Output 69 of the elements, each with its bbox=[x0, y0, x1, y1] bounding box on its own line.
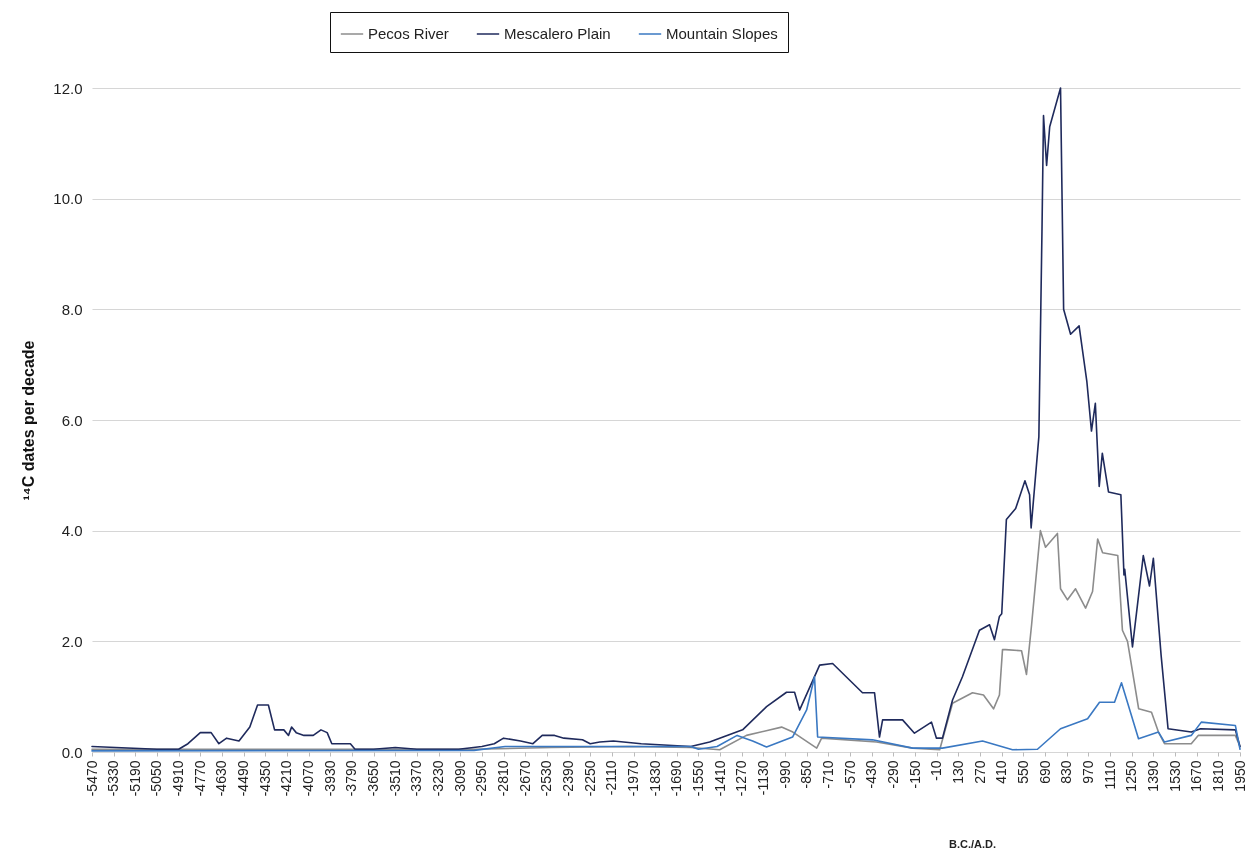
x-tick-label: -3230 bbox=[430, 760, 447, 797]
x-tick-label: -1690 bbox=[668, 760, 685, 797]
x-tick-label: -2390 bbox=[560, 760, 577, 797]
legend-label: Pecos River bbox=[368, 25, 449, 42]
legend-label: Mountain Slopes bbox=[666, 25, 778, 42]
x-tick-label: -4350 bbox=[256, 760, 273, 797]
x-tick-label: -3930 bbox=[321, 760, 338, 797]
legend-label: Mescalero Plain bbox=[504, 25, 611, 42]
x-tick-label: 1110 bbox=[1101, 760, 1118, 790]
x-tick-label: -150 bbox=[906, 760, 923, 789]
x-tick-label: -4210 bbox=[278, 760, 295, 797]
x-tick-label: -5470 bbox=[83, 760, 100, 797]
x-tick-label: -850 bbox=[798, 760, 815, 789]
x-tick-label: -5330 bbox=[105, 760, 122, 797]
x-tick-label: -1550 bbox=[689, 760, 706, 797]
x-tick-label: 1390 bbox=[1144, 760, 1161, 792]
x-tick-label: 1670 bbox=[1188, 760, 1205, 792]
x-tick-label: -3370 bbox=[408, 760, 425, 797]
x-axis-title: B.C./A.D. bbox=[948, 837, 997, 850]
x-tick-label: 410 bbox=[993, 760, 1010, 784]
line-series bbox=[91, 675, 1241, 752]
x-tick-label: -4770 bbox=[191, 760, 208, 797]
x-tick-label: -5050 bbox=[148, 760, 165, 797]
x-tick-label: -4070 bbox=[300, 760, 317, 797]
x-tick-label: -430 bbox=[863, 760, 880, 789]
x-tick-label: -290 bbox=[884, 760, 901, 789]
y-tick-label: 6.0 bbox=[61, 411, 83, 429]
x-tick-label: -1410 bbox=[711, 760, 728, 797]
x-tick-label: 270 bbox=[971, 760, 988, 784]
x-tick-label: -3090 bbox=[451, 760, 468, 797]
x-tick-label: -2950 bbox=[473, 760, 490, 797]
x-tick-label: -2530 bbox=[538, 760, 555, 797]
x-tick-label: 830 bbox=[1058, 760, 1075, 784]
x-tick-label: -570 bbox=[841, 760, 858, 789]
x-tick-label: -1830 bbox=[646, 760, 663, 797]
x-tick-label: -4490 bbox=[235, 760, 252, 797]
x-tick-label: 970 bbox=[1079, 760, 1096, 784]
x-tick-label: -4910 bbox=[170, 760, 187, 797]
y-tick-label: 8.0 bbox=[61, 300, 83, 318]
x-tick-label: 1950 bbox=[1231, 760, 1248, 792]
x-tick-label: -2250 bbox=[581, 760, 598, 797]
x-tick-label: 550 bbox=[1014, 760, 1031, 784]
y-tick-label: 2.0 bbox=[61, 632, 83, 650]
x-tick-label: -2670 bbox=[516, 760, 533, 797]
y-axis-title: ¹⁴C dates per decade bbox=[20, 340, 38, 501]
x-tick-label: 130 bbox=[949, 760, 966, 784]
x-tick-label: -3790 bbox=[343, 760, 360, 797]
x-tick-label: -5190 bbox=[126, 760, 143, 797]
x-tick-label: 1530 bbox=[1166, 760, 1183, 792]
x-tick-label: -1130 bbox=[754, 760, 771, 796]
y-tick-label: 12.0 bbox=[53, 79, 83, 97]
x-tick-label: -10 bbox=[928, 760, 945, 781]
x-tick-label: -1970 bbox=[625, 760, 642, 797]
x-tick-label: 1810 bbox=[1209, 760, 1226, 792]
line-series bbox=[91, 87, 1241, 751]
x-tick-label: -3650 bbox=[365, 760, 382, 797]
line-series bbox=[91, 529, 1241, 751]
x-tick-label: -2810 bbox=[495, 760, 512, 797]
x-tick-label: 1250 bbox=[1123, 760, 1140, 792]
x-tick-label: -710 bbox=[819, 760, 836, 789]
y-tick-label: 10.0 bbox=[53, 190, 83, 208]
y-tick-label: 4.0 bbox=[61, 522, 83, 540]
x-tick-label: 690 bbox=[1036, 760, 1053, 784]
x-tick-label: -2110 bbox=[603, 760, 620, 796]
y-tick-label: 0.0 bbox=[61, 743, 83, 761]
x-tick-label: -4630 bbox=[213, 760, 230, 797]
x-tick-label: -990 bbox=[776, 760, 793, 789]
x-tick-label: -1270 bbox=[733, 760, 750, 797]
x-tick-label: -3510 bbox=[386, 760, 403, 797]
